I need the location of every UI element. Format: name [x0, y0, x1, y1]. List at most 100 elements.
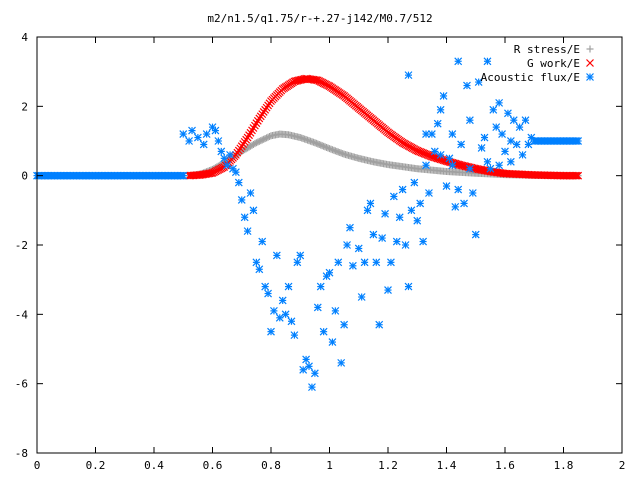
series-2-point	[217, 147, 226, 156]
legend-marker	[586, 59, 594, 67]
series-2-point	[395, 213, 404, 222]
series-2-point	[448, 161, 457, 170]
x-tick-label: 2	[619, 459, 626, 472]
series-2-point	[504, 109, 512, 118]
series-2-point	[284, 282, 293, 291]
series-2-point	[363, 206, 372, 215]
x-tick-label: 1.4	[437, 459, 457, 472]
y-tick-label: 0	[21, 170, 28, 183]
series-2-point	[261, 282, 270, 291]
series-2-point	[290, 331, 299, 340]
series-2-point	[378, 234, 387, 242]
series-2-point	[240, 213, 249, 222]
series-2-point	[231, 168, 240, 177]
series-2-point	[422, 161, 430, 170]
x-tick-label: 0.8	[261, 459, 281, 472]
series-2-point	[381, 209, 389, 218]
series-2-point	[281, 310, 290, 319]
y-tick-label: -4	[15, 308, 29, 321]
series-2-point	[463, 81, 471, 90]
series-2-point	[454, 185, 463, 194]
series-2-point	[348, 261, 357, 270]
series-2-point	[515, 123, 524, 132]
series-2-point	[237, 196, 246, 204]
axes: 0 0.2 0.4 0.6 0.8 1 1.2 1.4 1.6 1.8 2 4 2 0 -2 -4 -6 -8	[15, 31, 626, 472]
series-2-point	[220, 154, 229, 163]
series-2-point	[495, 98, 504, 107]
series-2-point	[489, 105, 498, 114]
x-tick-label: 1	[326, 459, 333, 472]
series-2-point	[425, 189, 433, 197]
series-2-point	[433, 119, 442, 128]
series-2-point	[357, 293, 366, 301]
series-2-point	[211, 126, 220, 135]
series-2-point	[316, 282, 325, 291]
series-1-point	[310, 75, 319, 84]
series-2-point	[343, 241, 351, 249]
series-2-point	[477, 144, 486, 152]
series-2-point	[302, 355, 311, 364]
x-tick-label: 1.2	[378, 459, 398, 472]
legend-marker	[586, 45, 594, 53]
series-2-point	[498, 130, 506, 138]
series-2-point	[193, 133, 202, 142]
series-2-point	[492, 123, 501, 132]
series-2-point	[308, 383, 316, 392]
x-tick-label: 0.6	[203, 459, 223, 472]
series-2-point	[252, 258, 261, 267]
series-2-point	[199, 140, 208, 149]
series-2-point	[448, 130, 457, 138]
series-1	[185, 74, 583, 180]
series-2-point	[416, 199, 425, 208]
series-2-point	[451, 202, 460, 211]
series-2-point	[404, 282, 413, 291]
series-2-point	[328, 338, 337, 346]
x-tick-label: 0.2	[86, 459, 106, 472]
series-2-point	[521, 116, 530, 125]
series-2-point	[439, 92, 448, 100]
series-2-point	[185, 137, 194, 145]
x-tick-label: 1.8	[554, 459, 574, 472]
series-2-point	[474, 78, 483, 86]
series-2-point	[346, 223, 354, 232]
series-2-point	[243, 227, 252, 236]
series-2-point	[387, 258, 395, 267]
series-2-point	[188, 126, 196, 135]
series-2-point	[372, 258, 381, 267]
series-1-point	[571, 171, 580, 180]
series-2-point	[404, 71, 413, 80]
series-2-point	[278, 296, 287, 305]
plot-marks	[33, 57, 583, 392]
y-tick-label: -6	[15, 378, 28, 391]
series-2-point	[366, 199, 375, 208]
series-2-point	[226, 150, 234, 159]
series-2-point	[506, 157, 515, 166]
series-2-point	[334, 258, 343, 267]
series-2-point	[272, 251, 281, 260]
series-2-plateau-point	[574, 137, 583, 145]
series-1-point	[574, 171, 583, 180]
series-2-point	[436, 150, 445, 159]
series-2-point	[454, 57, 463, 66]
y-tick-label: -2	[15, 239, 28, 252]
series-2-point	[445, 154, 454, 163]
series-1-point	[572, 171, 581, 180]
series-2-point	[234, 178, 243, 187]
series-2-point	[249, 206, 258, 215]
series-2-point	[422, 130, 430, 138]
series-2-point	[389, 192, 398, 201]
x-tick-label: 1.6	[495, 459, 515, 472]
series-2-point	[501, 147, 509, 156]
series-2-point	[442, 182, 451, 190]
series-2-point	[325, 268, 334, 277]
series-1-point	[452, 160, 461, 168]
series-2-point	[483, 57, 492, 66]
series-2-point	[360, 258, 369, 267]
series-2-point	[319, 327, 328, 336]
series-2-point	[457, 140, 466, 149]
series-2-point	[255, 265, 264, 274]
series-2-point	[465, 164, 474, 173]
legend-label: R stress/E	[514, 43, 580, 56]
series-2-point	[465, 116, 474, 125]
